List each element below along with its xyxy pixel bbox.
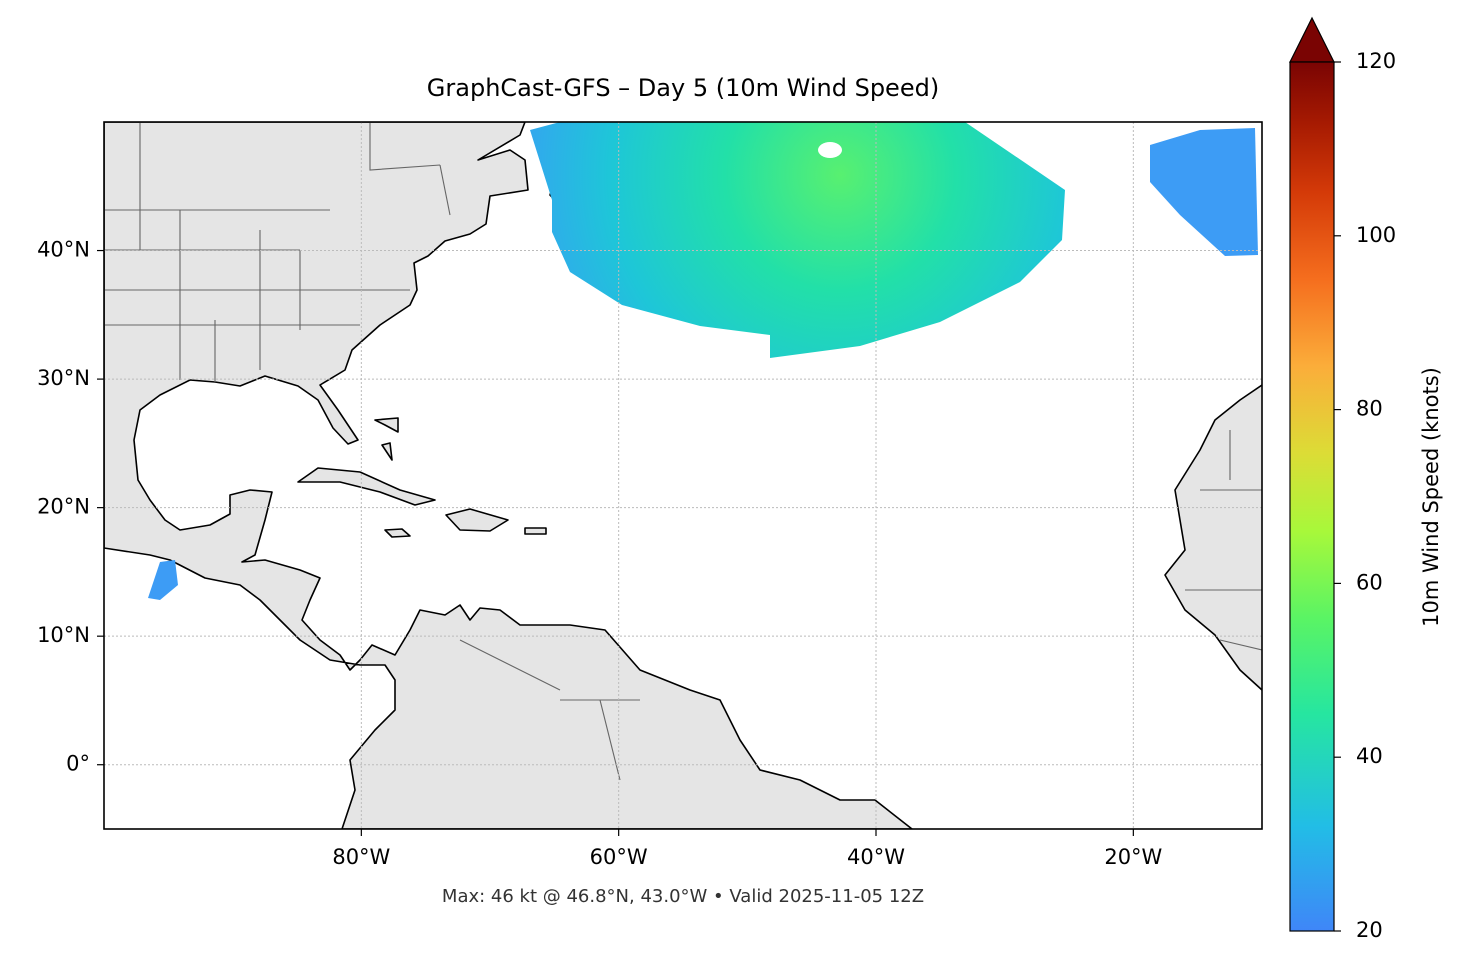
colorbar-tick-label: 20	[1356, 918, 1383, 942]
wind-field-north-atlantic	[530, 122, 1065, 358]
hispaniola	[445, 508, 509, 532]
colorbar-tick-label: 100	[1356, 223, 1396, 247]
x-tick-label: 40°W	[847, 845, 905, 869]
bahamas	[374, 417, 399, 461]
y-tick-label: 0°	[66, 752, 90, 776]
africa	[1164, 384, 1262, 691]
americas	[104, 122, 913, 829]
x-tick-label: 80°W	[332, 845, 390, 869]
wind-field-pacific	[148, 560, 178, 600]
chart-title: GraphCast-GFS – Day 5 (10m Wind Speed)	[427, 74, 939, 102]
jamaica	[384, 528, 411, 538]
colorbar-tick-label: 120	[1356, 49, 1396, 73]
wind-field-east	[1150, 128, 1258, 256]
borders	[104, 122, 1262, 781]
map-frame	[103, 121, 1263, 830]
y-tick-label: 40°N	[37, 238, 90, 262]
cuba	[297, 467, 436, 506]
y-tick-label: 30°N	[37, 366, 90, 390]
y-tick-label: 10°N	[37, 623, 90, 647]
y-tick-label: 20°N	[37, 495, 90, 519]
colorbar	[1289, 61, 1335, 932]
colorbar-tick-label: 80	[1356, 397, 1383, 421]
colorbar-extend	[1289, 16, 1335, 63]
wind-gap	[818, 142, 842, 158]
footer-note: Max: 46 kt @ 46.8°N, 43.0°W • Valid 2025…	[442, 886, 924, 907]
colorbar-label: 10m Wind Speed (knots)	[1419, 367, 1443, 627]
colorbar-tick-label: 60	[1356, 570, 1383, 594]
colorbar-tick-label: 40	[1356, 744, 1383, 768]
puerto-rico	[524, 527, 547, 535]
x-tick-label: 60°W	[590, 845, 648, 869]
map-area	[104, 122, 1262, 829]
x-tick-label: 20°W	[1104, 845, 1162, 869]
